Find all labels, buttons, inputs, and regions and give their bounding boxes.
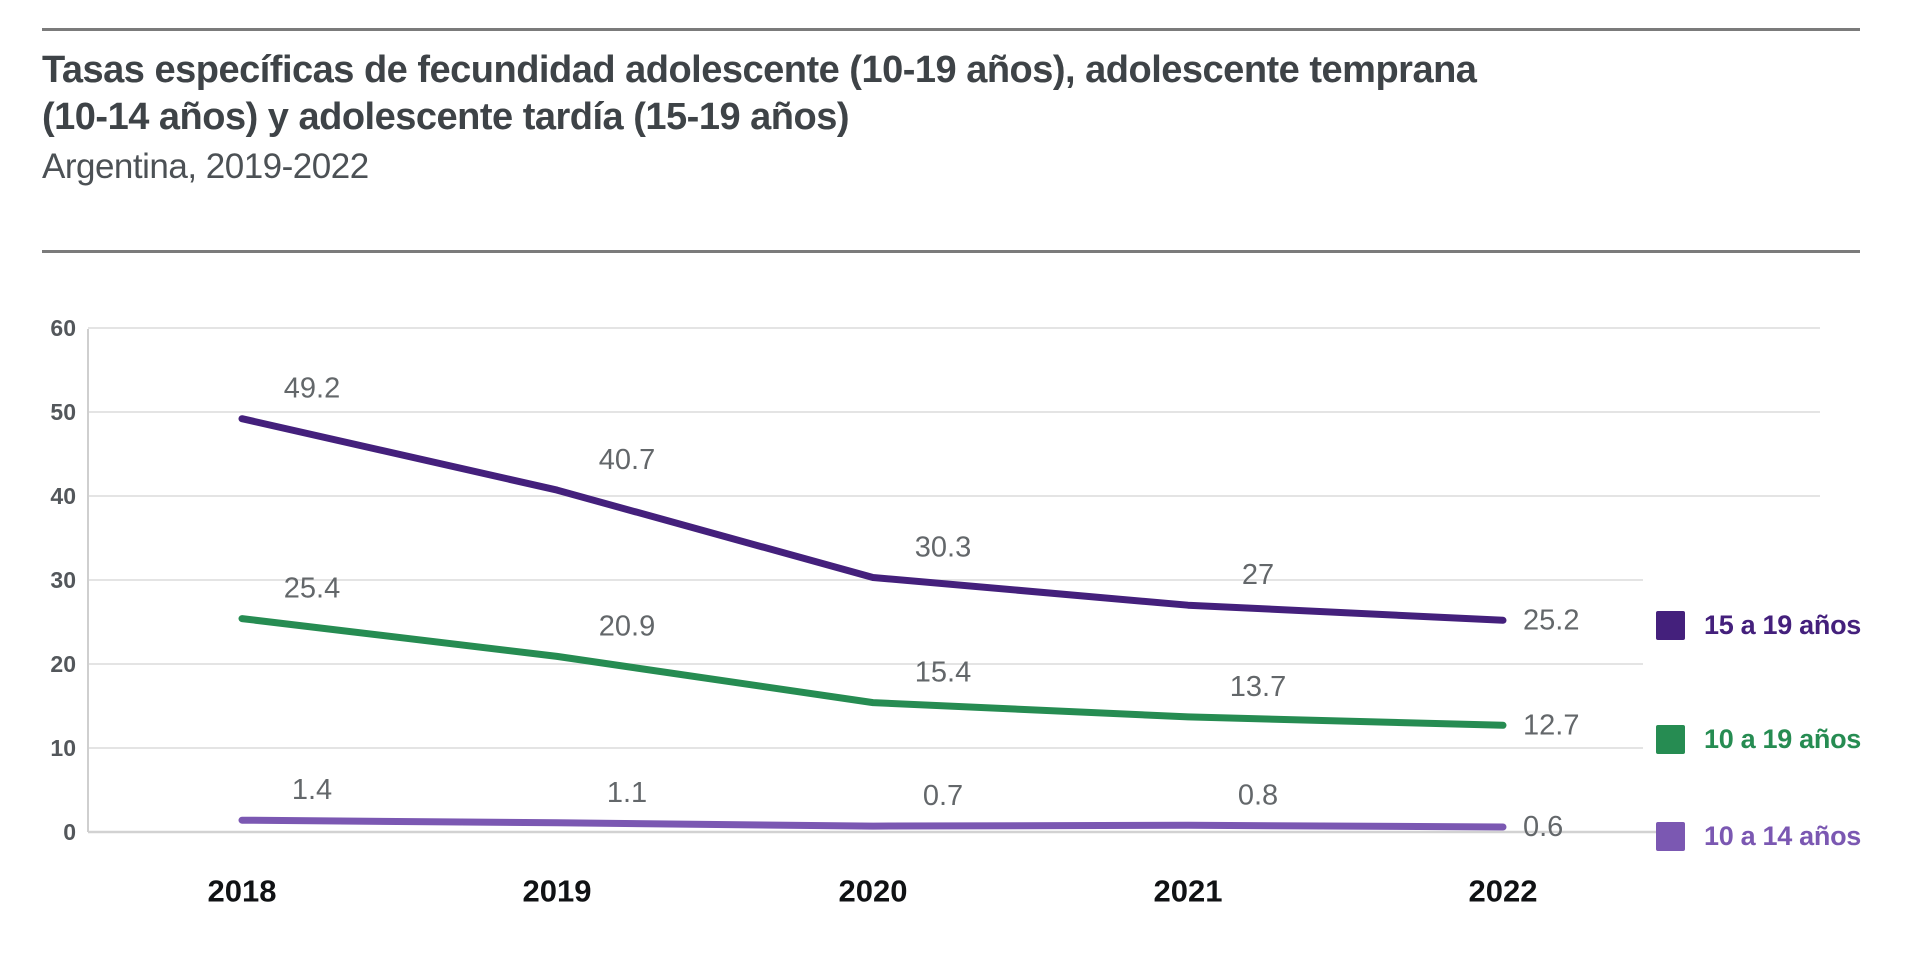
header-divider xyxy=(42,250,1860,253)
value-label-s2-2021: 0.8 xyxy=(1238,779,1278,811)
y-tick-label: 50 xyxy=(50,399,76,425)
series-line-0 xyxy=(238,415,1507,624)
value-label-s0-2022: 25.2 xyxy=(1523,604,1579,636)
value-label-s2-2022: 0.6 xyxy=(1523,811,1563,843)
value-label-s2-2019: 1.1 xyxy=(607,777,647,809)
value-label-s1-2021: 13.7 xyxy=(1230,671,1286,703)
value-label-s0-2018: 49.2 xyxy=(284,373,340,405)
series-line-1 xyxy=(238,615,1507,729)
value-label-s0-2019: 40.7 xyxy=(599,444,655,476)
x-tick-label-2018: 2018 xyxy=(208,874,277,909)
value-label-s1-2019: 20.9 xyxy=(599,610,655,642)
value-label-s2-2020: 0.7 xyxy=(923,780,963,812)
y-tick-label: 60 xyxy=(50,315,76,341)
y-tick-label: 10 xyxy=(50,735,76,761)
chart-title: Tasas específicas de fecundidad adolesce… xyxy=(42,47,1872,141)
chart-subtitle: Argentina, 2019-2022 xyxy=(42,147,369,186)
y-tick-label: 20 xyxy=(50,651,76,677)
x-tick-label-2022: 2022 xyxy=(1469,874,1538,909)
x-tick-label-2020: 2020 xyxy=(839,874,908,909)
y-tick-label: 0 xyxy=(63,819,76,845)
chart-title-line2: (10-14 años) y adolescente tardía (15-19… xyxy=(42,96,850,138)
y-tick-label: 30 xyxy=(50,567,76,593)
x-tick-label-2021: 2021 xyxy=(1154,874,1223,909)
series-line-2 xyxy=(238,816,1507,831)
chart-title-line1: Tasas específicas de fecundidad adolesce… xyxy=(42,49,1477,91)
y-tick-label: 40 xyxy=(50,483,76,509)
value-label-s1-2022: 12.7 xyxy=(1523,709,1579,741)
top-divider xyxy=(42,28,1860,31)
x-tick-label-2019: 2019 xyxy=(523,874,592,909)
value-label-s0-2020: 30.3 xyxy=(915,531,971,563)
value-label-s2-2018: 1.4 xyxy=(292,774,332,806)
value-label-s1-2018: 25.4 xyxy=(284,573,340,605)
value-label-s0-2021: 27 xyxy=(1242,559,1274,591)
value-label-s1-2020: 15.4 xyxy=(915,657,971,689)
